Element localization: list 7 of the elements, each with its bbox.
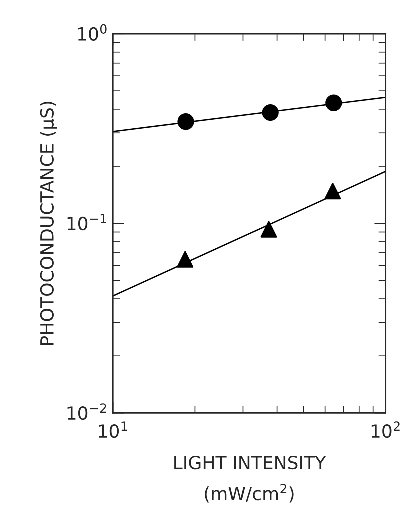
y-axis-title: PHOTOCONDUCTANCE (μS) — [40, 102, 58, 345]
x-tick-label: 10$^{1}$ — [99, 422, 128, 438]
x-axis-title: LIGHT INTENSITY (mW/cm$^{2}$) — [174, 456, 326, 503]
x-tick-label: 10$^{2}$ — [372, 422, 400, 438]
y-tick-label: 10$^{−1}$ — [68, 214, 106, 231]
y-tick-label: 10$^{0}$ — [78, 24, 107, 41]
y-tick-label: 10$^{−2}$ — [68, 404, 106, 420]
